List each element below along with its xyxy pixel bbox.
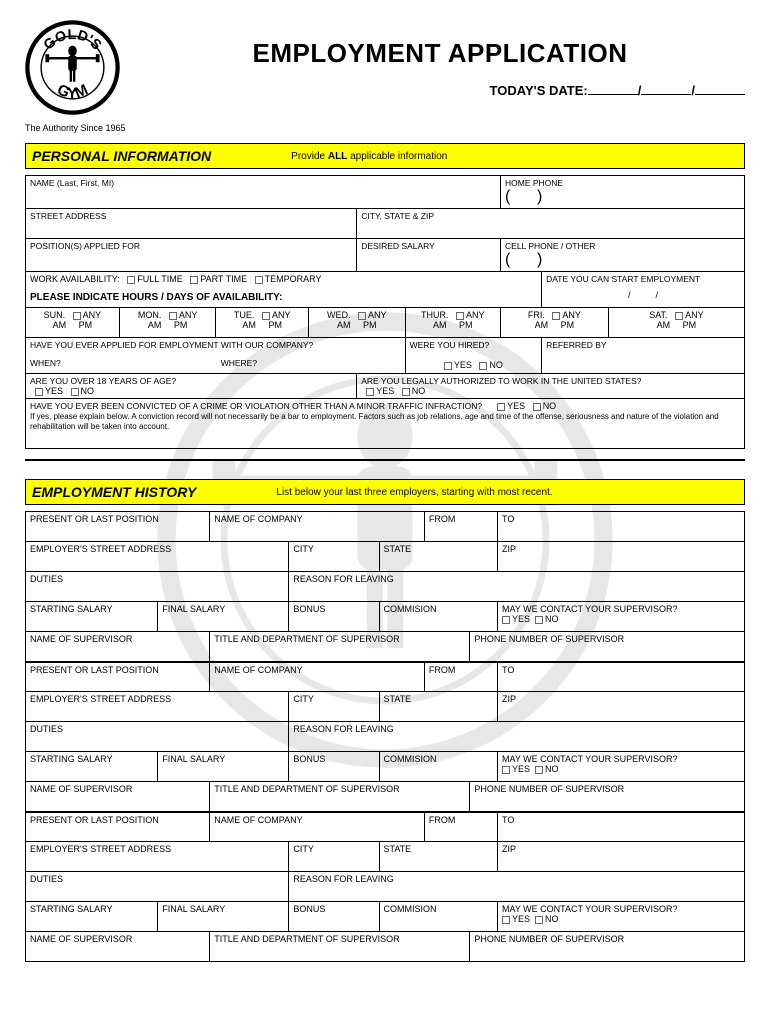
eh2-comm: COMMISION [384,754,437,764]
eh1-from: FROM [429,514,456,524]
eh1-company: NAME OF COMPANY [214,514,302,524]
personal-info-table: NAME (Last, First, MI) HOME PHONE( ) STR… [25,175,745,449]
section-history-title: EMPLOYMENT HISTORY [32,484,196,500]
eh3-company: NAME OF COMPANY [214,815,302,825]
section-personal-sub: Provide ALL applicable information [291,151,447,162]
section-personal-header: PERSONAL INFORMATION Provide ALL applica… [25,143,745,169]
label-hours-header: PLEASE INDICATE HOURS / DAYS OF AVAILABI… [30,292,282,303]
section-personal-title: PERSONAL INFORMATION [32,148,211,164]
eh3-street: EMPLOYER'S STREET ADDRESS [30,844,171,854]
eh3-comm: COMMISION [384,904,437,914]
checkbox-fulltime[interactable] [127,276,135,284]
eh2-state: STATE [384,694,412,704]
eh3-duties: DUTIES [30,874,63,884]
eh3-supname: NAME OF SUPERVISOR [30,934,132,944]
eh2-city: CITY [293,694,314,704]
eh3-suptitle: TITLE AND DEPARTMENT OF SUPERVISOR [214,934,399,944]
eh3-supphone: PHONE NUMBER OF SUPERVISOR [474,934,624,944]
eh3-city: CITY [293,844,314,854]
eh3-zip: ZIP [502,844,516,854]
label-start-date: DATE YOU CAN START EMPLOYMENT [546,274,700,284]
label-where: WHERE? [221,358,257,368]
date-label: TODAY'S DATE: [490,83,588,98]
eh3-position: PRESENT OR LAST POSITION [30,815,159,825]
eh1-suptitle: TITLE AND DEPARTMENT OF SUPERVISOR [214,634,399,644]
eh1-position: PRESENT OR LAST POSITION [30,514,159,524]
eh3-reason: REASON FOR LEAVING [293,874,393,884]
eh1-city: CITY [293,544,314,554]
label-work-avail: WORK AVAILABILITY: [30,274,120,284]
svg-text:GYM: GYM [54,81,90,102]
label-home-phone: HOME PHONE [505,178,563,188]
eh2-supphone: PHONE NUMBER OF SUPERVISOR [474,784,624,794]
opt-temp: TEMPORARY [265,274,322,284]
eh1-finalsal: FINAL SALARY [162,604,225,614]
convicted-note: If yes, please explain below. A convicti… [30,412,719,431]
eh3-finalsal: FINAL SALARY [162,904,225,914]
eh2-from: FROM [429,665,456,675]
eh1-to: TO [502,514,514,524]
eh2-startsal: STARTING SALARY [30,754,113,764]
page-title: EMPLOYMENT APPLICATION [135,38,745,69]
eh2-to: TO [502,665,514,675]
eh3-startsal: STARTING SALARY [30,904,113,914]
label-applied-before: HAVE YOU EVER APPLIED FOR EMPLOYMENT WIT… [30,340,313,350]
label-when: WHEN? [30,358,61,368]
eh2-supname: NAME OF SUPERVISOR [30,784,132,794]
eh2-reason: REASON FOR LEAVING [293,724,393,734]
eh3-state: STATE [384,844,412,854]
label-authorized: ARE YOU LEGALLY AUTHORIZED TO WORK IN TH… [361,376,641,386]
eh1-duties: DUTIES [30,574,63,584]
eh2-zip: ZIP [502,694,516,704]
eh1-supname: NAME OF SUPERVISOR [30,634,132,644]
eh2-position: PRESENT OR LAST POSITION [30,665,159,675]
eh1-supphone: PHONE NUMBER OF SUPERVISOR [474,634,624,644]
label-referred: REFERRED BY [546,340,606,350]
eh3-to: TO [502,815,514,825]
days-row: SUN. ANYAM PM MON. ANYAM PM TUE. ANYAM P… [26,308,745,338]
eh2-bonus: BONUS [293,754,325,764]
eh1-street: EMPLOYER'S STREET ADDRESS [30,544,171,554]
eh3-from: FROM [429,815,456,825]
eh1-contact: MAY WE CONTACT YOUR SUPERVISOR? [502,604,678,614]
eh1-startsal: STARTING SALARY [30,604,113,614]
eh2-contact: MAY WE CONTACT YOUR SUPERVISOR? [502,754,678,764]
label-hired: WERE YOU HIRED? [410,340,490,350]
eh1-state: STATE [384,544,412,554]
eh2-finalsal: FINAL SALARY [162,754,225,764]
logo-tagline: The Authority Since 1965 [25,123,745,133]
eh2-suptitle: TITLE AND DEPARTMENT OF SUPERVISOR [214,784,399,794]
label-positions: POSITION(S) APPLIED FOR [30,241,140,251]
label-cell: CELL PHONE / OTHER [505,241,595,251]
opt-parttime: PART TIME [200,274,247,284]
date-line: TODAY'S DATE:// [135,83,745,98]
company-logo: GOLD'S GYM [25,20,120,115]
eh1-bonus: BONUS [293,604,325,614]
opt-fulltime: FULL TIME [137,274,183,284]
section-history-header: EMPLOYMENT HISTORY List below your last … [25,479,745,505]
label-convicted: HAVE YOU EVER BEEN CONVICTED OF A CRIME … [30,401,482,411]
eh1-zip: ZIP [502,544,516,554]
section-history-sub: List below your last three employers, st… [276,487,552,498]
label-salary: DESIRED SALARY [361,241,435,251]
eh1-reason: REASON FOR LEAVING [293,574,393,584]
eh3-contact: MAY WE CONTACT YOUR SUPERVISOR? [502,904,678,914]
employment-history-table: PRESENT OR LAST POSITION NAME OF COMPANY… [25,511,745,962]
checkbox-parttime[interactable] [190,276,198,284]
eh2-company: NAME OF COMPANY [214,665,302,675]
eh2-duties: DUTIES [30,724,63,734]
eh1-comm: COMMISION [384,604,437,614]
label-over18: ARE YOU OVER 18 YEARS OF AGE? [30,376,176,386]
divider [25,459,745,461]
label-street: STREET ADDRESS [30,211,106,221]
eh3-bonus: BONUS [293,904,325,914]
label-name: NAME (Last, First, MI) [30,178,114,188]
eh2-street: EMPLOYER'S STREET ADDRESS [30,694,171,704]
checkbox-temp[interactable] [255,276,263,284]
label-city-state-zip: CITY, STATE & ZIP [361,211,434,221]
